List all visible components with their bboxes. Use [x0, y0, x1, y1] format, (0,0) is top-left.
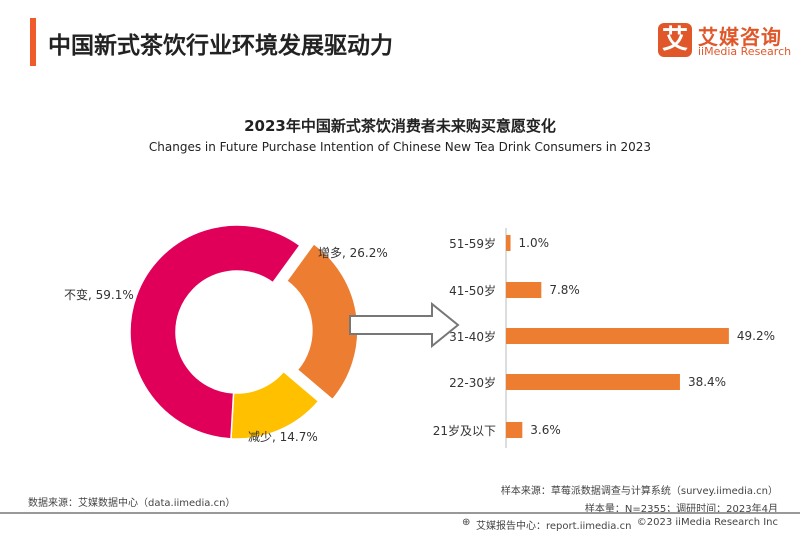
slice-label-increase: 增多, 26.2% — [318, 246, 388, 260]
donut-slice-0 — [285, 242, 359, 401]
logo-en: iiMedia Research — [698, 45, 792, 58]
bar-category-label: 21岁及以下 — [432, 424, 496, 438]
bar-category-label: 51-59岁 — [449, 237, 496, 251]
bar-4 — [506, 422, 523, 438]
bar-chart — [506, 235, 729, 438]
data-source: 数据来源：艾媒数据中心（data.iimedia.cn） — [28, 498, 236, 509]
page-title: 中国新式茶饮行业环境发展驱动力 — [48, 33, 393, 59]
bar-category-label: 31-40岁 — [449, 330, 496, 344]
chart-subtitle: Changes in Future Purchase Intention of … — [148, 140, 652, 154]
bar-data-label: 7.8% — [549, 283, 580, 297]
bar-category-label: 22-30岁 — [449, 376, 496, 390]
chart-title: 2023年中国新式茶饮消费者未来购买意愿变化 — [244, 117, 556, 135]
bar-1 — [506, 282, 542, 298]
bar-0 — [506, 235, 511, 251]
sample-info: 样本量：N=2355；调研时间：2023年4月 — [584, 504, 778, 515]
slice-label-decrease: 减少, 14.7% — [248, 430, 318, 444]
report-center-link[interactable]: 艾媒报告中心：report.iimedia.cn — [476, 521, 632, 532]
arrow-icon — [349, 301, 460, 349]
bar-data-label: 3.6% — [530, 423, 561, 437]
bar-data-label: 38.4% — [687, 375, 727, 389]
bar-2 — [506, 328, 729, 344]
title-accent-bar — [30, 18, 36, 66]
bar-category-label: 41-50岁 — [449, 284, 496, 298]
bar-data-label: 49.2% — [736, 329, 775, 343]
donut-chart — [129, 224, 359, 440]
logo-mark: 艾 — [658, 23, 692, 57]
logo-cn: 艾媒咨询 — [698, 25, 782, 49]
globe-icon: ⊕ — [462, 517, 471, 528]
bar-data-label: 1.0% — [518, 236, 550, 250]
copyright: ©2023 iiMedia Research Inc — [636, 517, 778, 528]
bar-3 — [506, 374, 680, 390]
donut-slice-2 — [129, 224, 301, 440]
slice-label-unchanged: 不变, 59.1% — [64, 288, 134, 302]
sample-source: 样本来源：草莓派数据调查与计算系统（survey.iimedia.cn） — [500, 486, 778, 497]
footer-divider — [0, 512, 800, 514]
